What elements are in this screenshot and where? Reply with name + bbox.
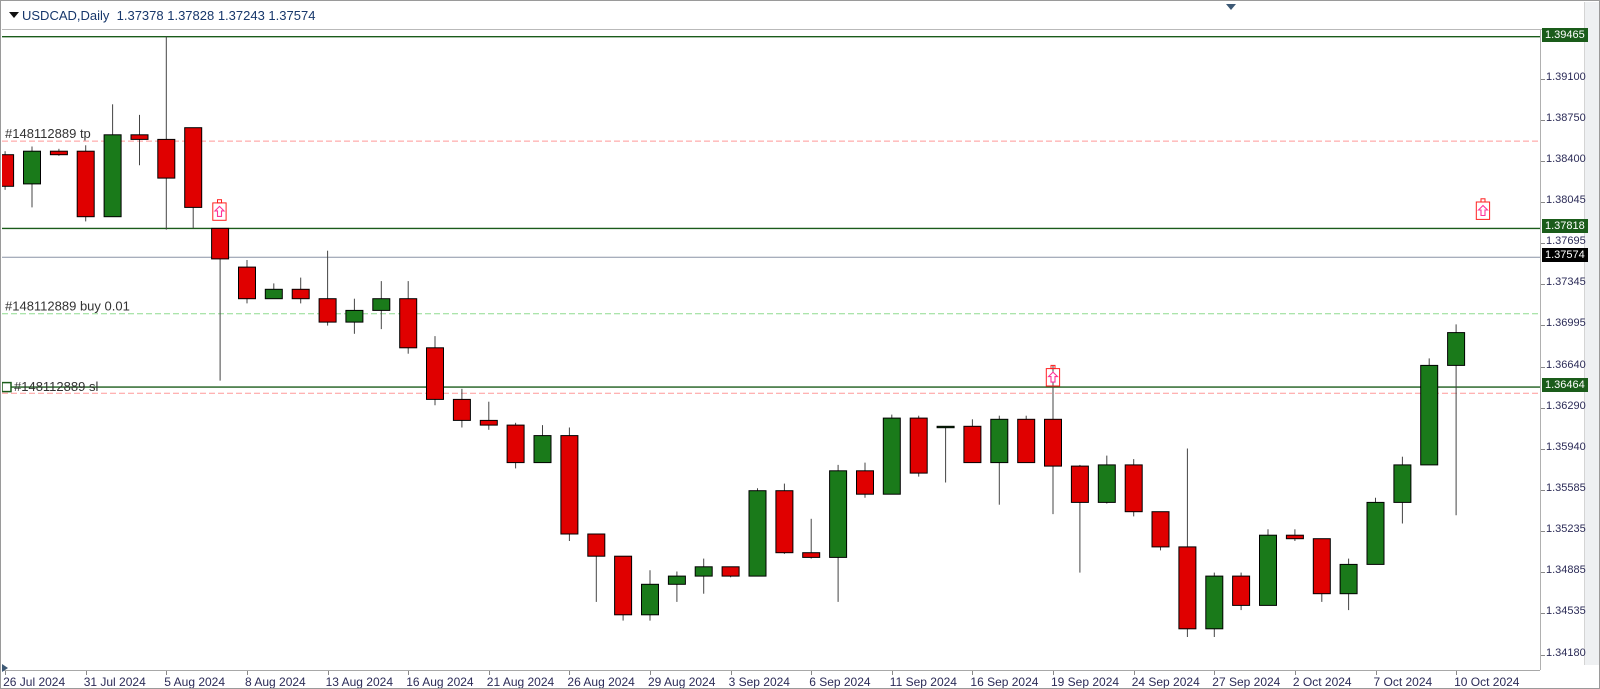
svg-text:#148112889 tp: #148112889 tp [5, 126, 91, 141]
svg-text:#148112889 sl: #148112889 sl [14, 379, 98, 394]
svg-text:#148112889 buy 0.01: #148112889 buy 0.01 [5, 299, 130, 314]
